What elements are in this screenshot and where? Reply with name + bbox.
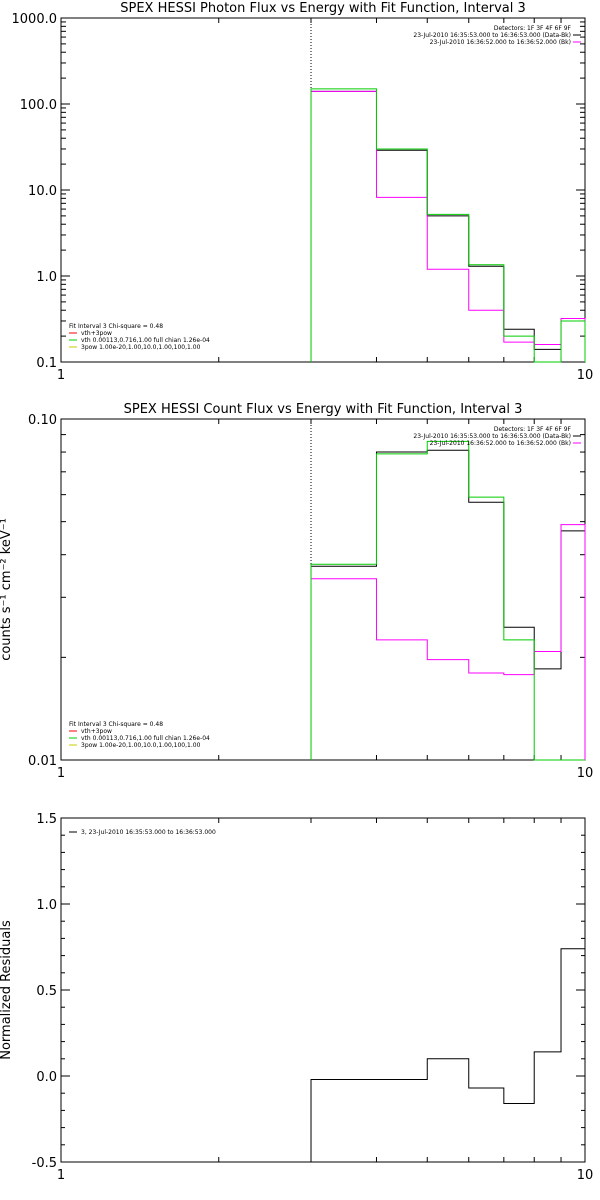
x-tick-label: 1: [57, 766, 65, 781]
chart-panel-2: SPEX HESSI Count Flux vs Energy with Fit…: [0, 402, 593, 781]
x-tick-label: 1: [57, 368, 65, 383]
series-line-bk: [310, 524, 586, 760]
info-line: Detectors: 1F 3F 4F 6F 9F: [494, 426, 572, 433]
y-tick-label: 1.5: [36, 812, 57, 827]
info-line: 23-Jul-2010 16:35:53.000 to 16:36:53.000…: [413, 433, 571, 440]
chart-title: SPEX HESSI Photon Flux vs Energy with Fi…: [120, 1, 526, 16]
legend-entry: 3pow 1.00e-20,1.00,10.0,1.00,100,1.00: [81, 742, 201, 749]
plot-frame: [60, 418, 586, 761]
legend-entry: Fit Interval 3 Chi-square = 0.48: [69, 721, 163, 728]
y-tick-label: 0.01: [28, 754, 57, 769]
info-line: Detectors: 1F 3F 4F 6F 9F: [494, 25, 572, 32]
legend-entry: Fit Interval 3 Chi-square = 0.48: [69, 323, 163, 330]
y-tick-label: 0.5: [36, 984, 57, 999]
x-tick-label: 10: [577, 368, 594, 383]
y-tick-label: 1.0: [36, 898, 57, 913]
plot-frame: [60, 17, 586, 363]
series-line-vth: [310, 440, 585, 761]
y-tick-label: 0.0: [36, 1070, 57, 1085]
chart-panel-3: Normalized Residuals 1 10 1.5 1.0 0.5 0.0 -0.5 3…: [0, 812, 593, 1183]
legend-entry: 3, 23-Jul-2010 16:35:53.000 to 16:36:53.…: [81, 829, 216, 836]
series-line-residuals: [310, 948, 585, 1162]
series-line-data-bk: [310, 90, 586, 362]
series-line-data-bk: [310, 449, 586, 760]
y-axis-label: Normalized Residuals: [0, 920, 14, 1060]
series-line-vth: [310, 88, 586, 363]
x-tick-label: 10: [577, 1168, 594, 1183]
legend-entry: 3pow 1.00e-20,1.00,10.0,1.00,100,1.00: [81, 344, 201, 351]
legend-entry: vth+3pow: [81, 330, 112, 337]
x-tick-label: 1: [57, 1168, 65, 1183]
y-tick-label: 0.10: [28, 413, 57, 428]
plot-frame: [60, 817, 586, 1163]
y-tick-label: 1000.0: [12, 12, 58, 27]
legend-entry: vth 0.00113,0.716,1.00 full chian 1.26e-…: [81, 337, 210, 344]
legend-entry: vth+3pow: [81, 728, 112, 735]
info-line: 23-Jul-2010 16:36:52.000 to 16:36:52.000…: [430, 440, 571, 447]
info-line: 23-Jul-2010 16:36:52.000 to 16:36:52.000…: [430, 39, 571, 46]
y-tick-label: 100.0: [20, 98, 57, 113]
y-tick-label: 10.0: [28, 184, 57, 199]
chart-title: SPEX HESSI Count Flux vs Energy with Fit…: [124, 402, 523, 417]
y-tick-label: 0.1: [36, 356, 57, 371]
y-tick-label: -0.5: [32, 1156, 57, 1171]
y-axis-label: counts s⁻¹ cm⁻² keV⁻¹: [0, 518, 14, 661]
series-line-bk: [310, 90, 586, 362]
info-line: 23-Jul-2010 16:35:53.000 to 16:36:53.000…: [413, 32, 571, 39]
legend-entry: vth 0.00113,0.716,1.00 full chian 1.26e-…: [81, 735, 210, 742]
y-tick-label: 1.0: [36, 270, 57, 285]
chart-panel-1: SPEX HESSI Photon Flux vs Energy with Fi…: [12, 1, 594, 383]
x-tick-label: 10: [577, 766, 594, 781]
